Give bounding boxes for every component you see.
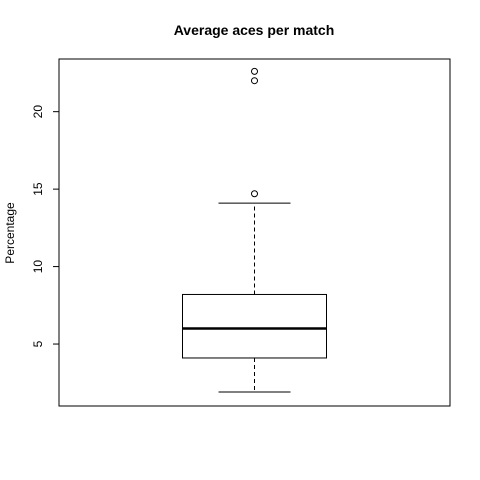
outlier-point: [251, 190, 258, 198]
outlier-point: [251, 77, 258, 85]
outlier-point: [251, 67, 258, 75]
y-axis-label: Percentage: [3, 202, 17, 264]
y-axis: 5 10 15 20: [31, 105, 60, 347]
y-tick-label: 10: [31, 260, 45, 274]
chart-title: Average aces per match: [174, 22, 335, 38]
y-tick-label: 5: [31, 340, 45, 347]
y-tick-label: 15: [31, 182, 45, 196]
y-tick-label: 20: [31, 105, 45, 119]
box-group: [182, 67, 327, 393]
iqr-box: [182, 293, 327, 359]
